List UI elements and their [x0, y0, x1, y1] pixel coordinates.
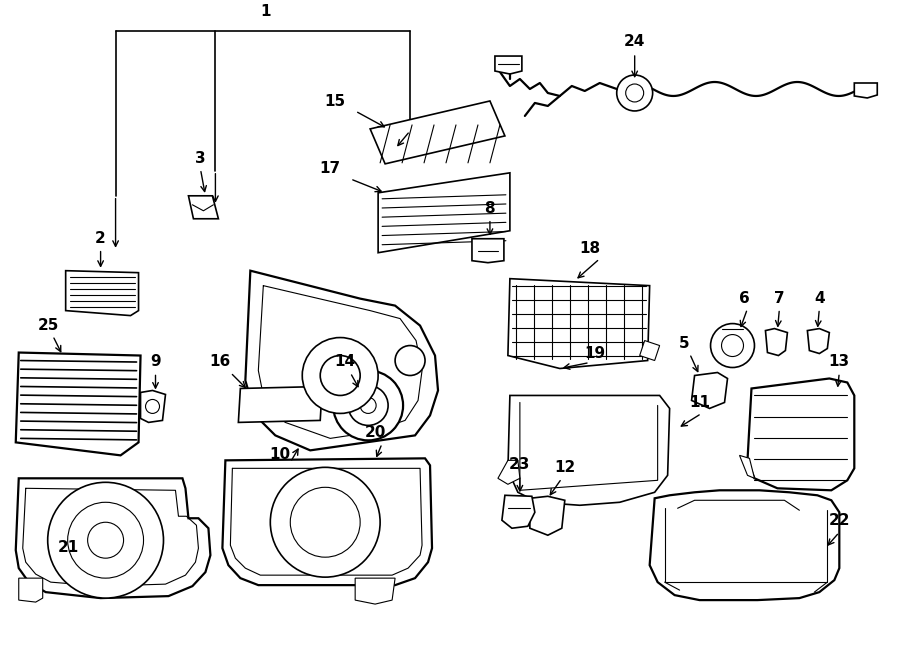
Polygon shape — [766, 329, 788, 356]
Polygon shape — [854, 83, 877, 98]
Polygon shape — [530, 496, 565, 535]
Text: 8: 8 — [484, 201, 495, 215]
Circle shape — [395, 346, 425, 375]
Text: 17: 17 — [320, 161, 341, 176]
Polygon shape — [356, 578, 395, 604]
Polygon shape — [238, 387, 322, 422]
Text: 24: 24 — [624, 34, 645, 49]
Text: 19: 19 — [584, 346, 606, 360]
Text: 20: 20 — [364, 426, 386, 440]
Circle shape — [360, 397, 376, 413]
Polygon shape — [16, 352, 140, 455]
Text: 9: 9 — [150, 354, 161, 368]
Polygon shape — [691, 373, 727, 408]
Polygon shape — [748, 379, 854, 490]
Circle shape — [87, 522, 123, 558]
Circle shape — [270, 467, 380, 577]
Text: 22: 22 — [829, 513, 850, 528]
Polygon shape — [66, 270, 139, 315]
Text: 23: 23 — [509, 457, 531, 473]
Polygon shape — [16, 479, 211, 598]
Polygon shape — [370, 101, 505, 164]
Text: 11: 11 — [689, 395, 710, 410]
Text: 4: 4 — [814, 291, 824, 305]
Text: 12: 12 — [554, 460, 575, 475]
Circle shape — [616, 75, 652, 111]
Text: 2: 2 — [95, 231, 106, 246]
Text: 18: 18 — [580, 241, 600, 256]
Text: 5: 5 — [680, 336, 690, 350]
Circle shape — [722, 334, 743, 356]
Polygon shape — [650, 490, 840, 600]
Circle shape — [68, 502, 143, 578]
Text: 1: 1 — [260, 4, 271, 19]
Polygon shape — [502, 495, 535, 528]
Circle shape — [320, 356, 360, 395]
Text: 6: 6 — [739, 291, 750, 305]
Polygon shape — [472, 239, 504, 262]
Circle shape — [302, 338, 378, 413]
Circle shape — [710, 324, 754, 368]
Circle shape — [348, 385, 388, 426]
Text: 3: 3 — [195, 151, 206, 166]
Polygon shape — [188, 196, 219, 219]
Polygon shape — [740, 455, 754, 479]
Circle shape — [48, 483, 164, 598]
Polygon shape — [495, 56, 522, 74]
Polygon shape — [140, 391, 166, 422]
Circle shape — [291, 487, 360, 557]
Polygon shape — [19, 578, 42, 602]
Text: 16: 16 — [210, 354, 231, 368]
Polygon shape — [222, 458, 432, 585]
Text: 10: 10 — [270, 447, 291, 462]
Polygon shape — [498, 460, 520, 485]
Text: 14: 14 — [335, 354, 356, 368]
Polygon shape — [807, 329, 829, 354]
Circle shape — [626, 84, 644, 102]
Polygon shape — [508, 395, 670, 505]
Text: 7: 7 — [774, 291, 785, 305]
Circle shape — [146, 399, 159, 413]
Polygon shape — [246, 270, 438, 450]
Text: 15: 15 — [325, 94, 346, 109]
Polygon shape — [640, 340, 660, 360]
Text: 21: 21 — [58, 540, 79, 555]
Polygon shape — [378, 173, 510, 253]
Polygon shape — [508, 279, 650, 368]
Text: 25: 25 — [38, 317, 59, 332]
Text: 13: 13 — [829, 354, 850, 368]
Circle shape — [333, 371, 403, 440]
